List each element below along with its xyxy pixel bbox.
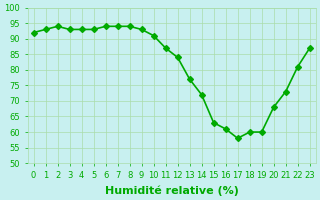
- X-axis label: Humidité relative (%): Humidité relative (%): [105, 185, 238, 196]
